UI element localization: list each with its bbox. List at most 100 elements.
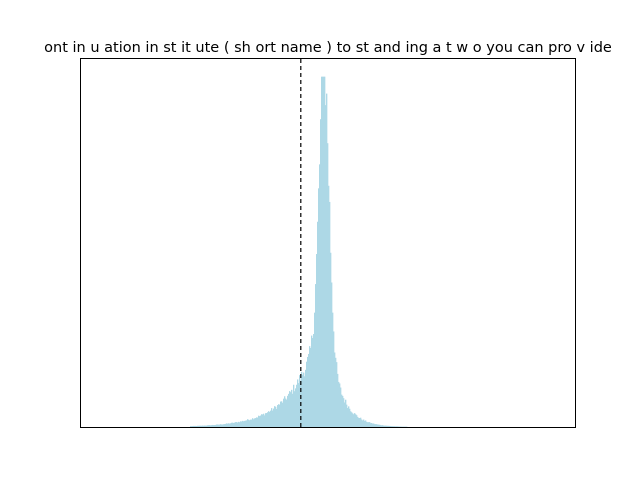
histogram-bar (286, 399, 288, 427)
histogram-bar (201, 425, 203, 427)
histogram-bar (228, 423, 230, 427)
histogram-bar (225, 423, 227, 427)
histogram-bar (393, 426, 395, 427)
histogram-bar (373, 423, 375, 427)
histogram-bar (345, 399, 347, 427)
histogram-bar (239, 422, 241, 427)
histogram-bar (326, 93, 328, 427)
histogram-bar (279, 404, 281, 427)
histogram-bar (256, 417, 258, 427)
histogram-bar (309, 346, 311, 427)
histogram-bar (295, 388, 297, 427)
histogram-bar (200, 425, 202, 427)
histogram-bar (317, 221, 319, 427)
histogram-bar (195, 425, 197, 427)
histogram-bar (370, 423, 372, 427)
histogram-bar (291, 389, 293, 427)
histogram-bar (194, 425, 196, 427)
histogram-bar (254, 418, 256, 427)
histogram-bar (287, 395, 289, 427)
histogram-bar (398, 426, 400, 427)
histogram-bar (386, 425, 388, 427)
histogram-bar (303, 372, 305, 427)
histogram-bar (204, 425, 206, 427)
histogram-bar (234, 422, 236, 427)
histogram-bar (376, 424, 378, 427)
histogram-bar (346, 404, 348, 427)
histogram-bar (244, 420, 246, 427)
histogram-bar (352, 413, 354, 427)
histogram-bar (358, 417, 360, 427)
histogram-bar (395, 426, 397, 427)
histogram-bar (392, 426, 394, 427)
chart-title: ont in u ation in st it ute ( sh ort nam… (44, 40, 612, 56)
histogram-bar (321, 76, 323, 427)
histogram-bar (220, 424, 222, 427)
histogram-bar (191, 426, 193, 427)
histogram-bar (231, 422, 233, 427)
histogram-bar (285, 398, 287, 427)
histogram-bar (237, 422, 239, 427)
plot-frame (80, 58, 576, 428)
histogram-bar (276, 408, 278, 427)
histogram-bar (196, 426, 198, 427)
histogram-bar (290, 392, 292, 427)
histogram-bar (262, 414, 264, 427)
histogram-bar (252, 418, 254, 427)
histogram-bar (313, 334, 315, 427)
histogram-bar (224, 424, 226, 427)
histogram-bar (283, 398, 285, 427)
histogram-bar (294, 391, 296, 427)
histogram-bar (391, 426, 393, 427)
histogram-bar (280, 401, 282, 427)
histogram-bar (208, 425, 210, 427)
histogram-bar (380, 425, 382, 427)
histogram-bar (209, 425, 211, 427)
histogram-bar (332, 312, 334, 427)
histogram-bar (366, 421, 368, 427)
histogram-bar (390, 426, 392, 427)
histogram-bar (238, 421, 240, 427)
histogram-bar (226, 423, 228, 427)
histogram-bar (382, 425, 384, 427)
histogram-bar (198, 425, 200, 427)
histogram-bar (324, 76, 326, 427)
histogram-bar (212, 424, 214, 427)
histogram-bar (355, 414, 357, 427)
histogram-bar (333, 331, 335, 427)
histogram-bar (383, 425, 385, 427)
histogram-bar (229, 423, 231, 427)
histogram-bar (341, 394, 343, 427)
histogram-bar (269, 411, 271, 427)
histogram-bar (268, 411, 270, 427)
histogram-bar (259, 416, 261, 427)
histogram-bar (348, 406, 350, 427)
histogram-bar (354, 413, 356, 427)
histogram-bar (377, 424, 379, 427)
histogram-bar (337, 373, 339, 427)
histogram-bar (381, 425, 383, 427)
histogram-bar (397, 426, 399, 427)
histogram-bar (368, 422, 370, 427)
histogram-bar (253, 419, 255, 427)
histogram-bars (190, 76, 408, 427)
histogram-bar (305, 369, 307, 427)
histogram-bar (344, 402, 346, 427)
histogram-bar (323, 76, 325, 427)
histogram-bar (192, 426, 194, 427)
histogram-bar (334, 352, 336, 427)
histogram-bar (312, 338, 314, 427)
histogram-bar (331, 282, 333, 427)
histogram-bar (222, 424, 224, 427)
histogram-bar (384, 425, 386, 427)
histogram-bar (329, 201, 331, 427)
histogram-bar (245, 420, 247, 427)
histogram-bar (319, 164, 321, 427)
histogram-bar (243, 421, 245, 427)
histogram-bar (347, 407, 349, 427)
histogram-bar (215, 424, 217, 427)
histogram-bar (221, 424, 223, 427)
histogram-bar (277, 405, 279, 427)
histogram-bar (385, 425, 387, 427)
histogram-bar (293, 384, 295, 427)
